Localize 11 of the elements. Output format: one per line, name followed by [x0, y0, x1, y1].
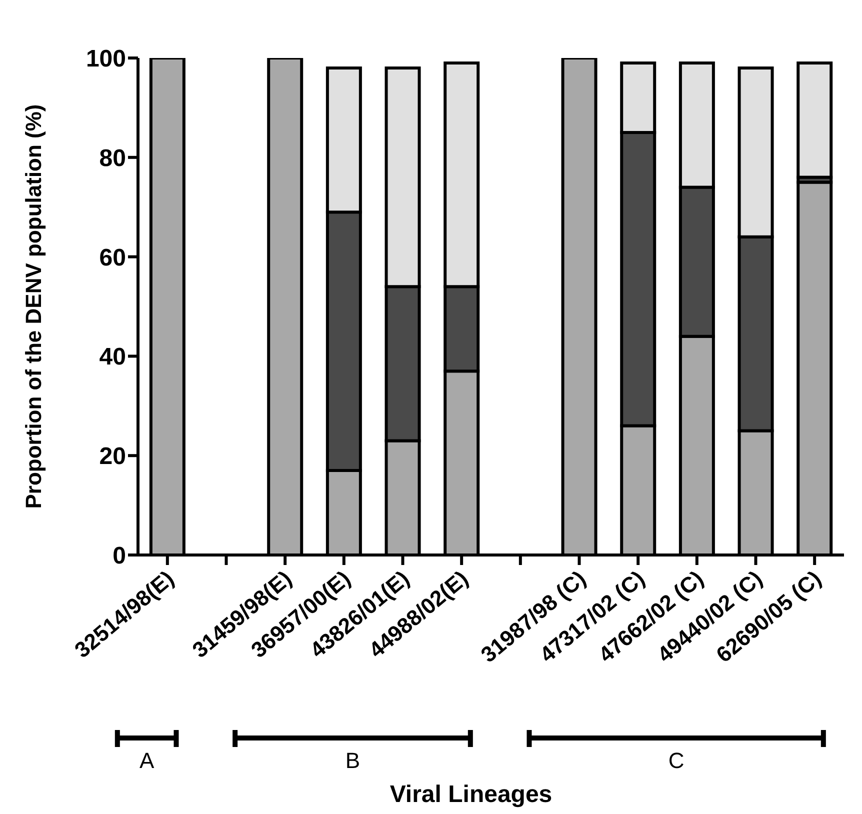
- y-tick-label: 80: [99, 144, 126, 172]
- x-axis-title: Viral Lineages: [390, 781, 552, 808]
- text: B: [345, 748, 360, 773]
- y-tick-label: 60: [99, 244, 126, 272]
- y-tick-label: 100: [86, 46, 126, 73]
- text: C: [668, 748, 684, 773]
- y-tick-label: 20: [99, 443, 126, 470]
- text: A: [139, 748, 154, 773]
- y-axis-title: Proportion of the DENV population (%): [20, 104, 46, 509]
- y-tick-label: 0: [112, 542, 126, 570]
- y-tick-label: 40: [99, 344, 126, 371]
